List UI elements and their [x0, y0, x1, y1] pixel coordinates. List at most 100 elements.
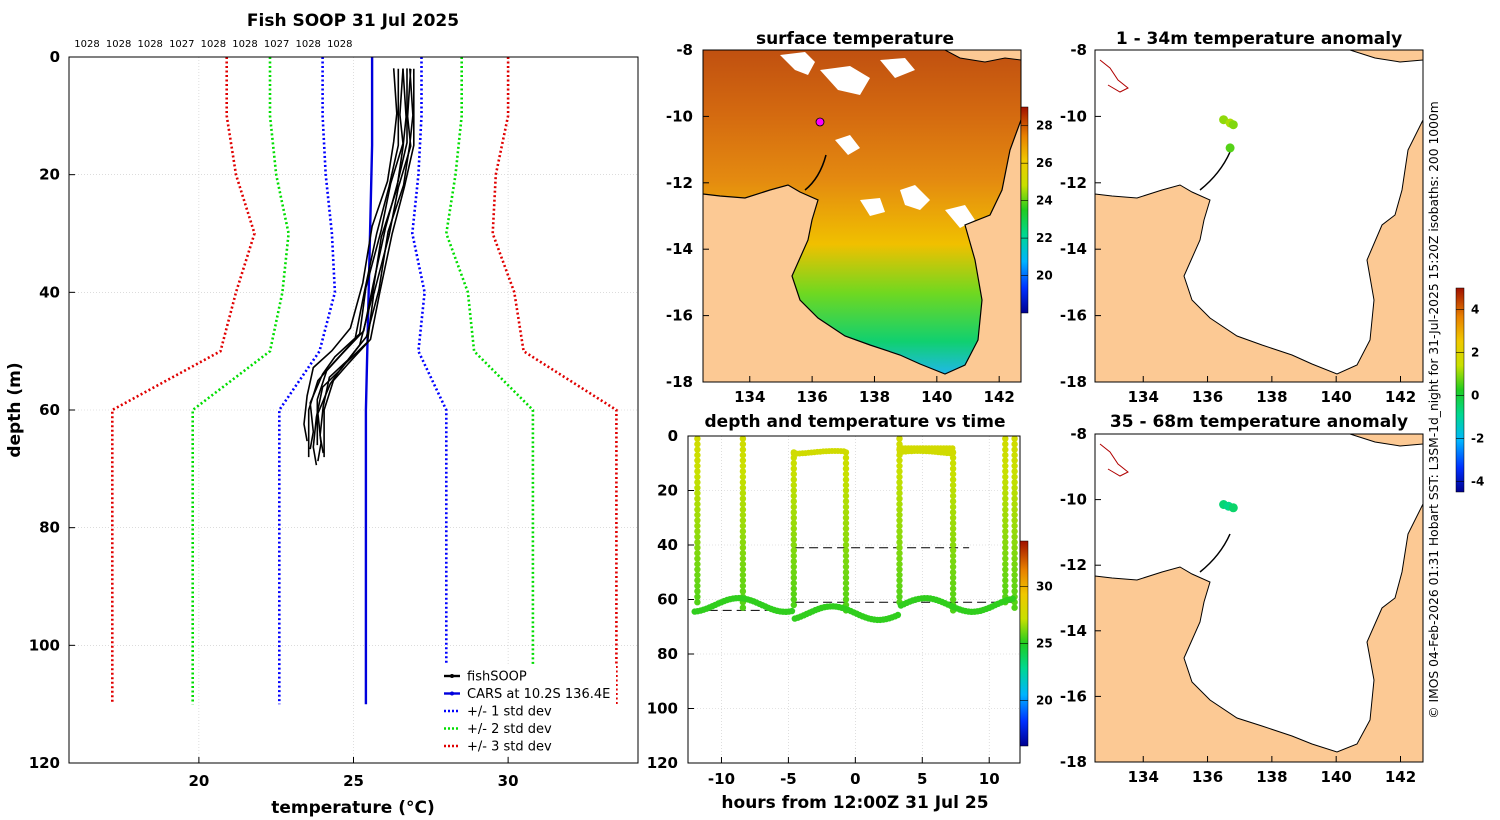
surface-y-tick-label: -10 [666, 107, 693, 125]
anomaly-shallow-y-tick-label: -14 [1060, 240, 1087, 258]
density-label: 1028 [232, 39, 257, 50]
std-envelope-right [410, 57, 448, 705]
profile-y-tick-label: 0 [50, 48, 60, 66]
anomaly-shallow-x-tick-label: 138 [1256, 388, 1287, 406]
depth-time-point [788, 607, 796, 615]
depth-time-x-ticks: -10 -5 0 5 10 [708, 757, 1000, 788]
depth-time-point [1002, 577, 1009, 584]
depth-time-point [949, 530, 957, 538]
anomaly-deep-x-tick-label: 140 [1321, 768, 1352, 786]
profile-ylabel: depth (m) [5, 362, 25, 457]
depth-time-point [790, 596, 797, 603]
depth-time-point [1011, 544, 1018, 551]
depth-time-point [842, 536, 850, 543]
depth-time-point [949, 558, 957, 565]
depth-time-point [739, 479, 747, 486]
surface-colorbar-tick-label: 28 [1036, 119, 1053, 133]
anomaly-deep-x-tick-label: 142 [1385, 768, 1416, 786]
depth-time-point [1011, 604, 1018, 611]
depth-time-point [1011, 539, 1018, 546]
depth-time-point [694, 441, 701, 448]
surface-temperature-panel: 28 26 24 22 20 134 136 138 140 142 -8 -10 -12 -14 -1… [666, 29, 1053, 406]
depth-time-point [896, 550, 903, 557]
depth-time-point [1002, 571, 1009, 579]
depth-time-point [1011, 582, 1018, 590]
depth-time-point [1011, 555, 1018, 562]
anomaly-colorbar-group: 4 2 0 -2 -4 [1455, 287, 1484, 493]
depth-time-point [739, 506, 747, 513]
depth-time-point [896, 462, 903, 470]
surface-ship-marker [815, 117, 825, 127]
depth-time-point [1011, 495, 1018, 502]
depth-time-point [790, 509, 797, 516]
depth-time-point [1011, 462, 1018, 470]
depth-time-point [842, 590, 850, 598]
depth-time-point [694, 451, 701, 459]
depth-time-point [739, 511, 747, 519]
depth-time-point [790, 541, 797, 549]
surface-ship-track [804, 154, 827, 191]
depth-time-point [1002, 511, 1009, 519]
depth-time-point [739, 435, 747, 442]
depth-time-point [694, 555, 701, 562]
depth-time-point [949, 552, 957, 560]
depth-time-point [1002, 550, 1009, 557]
depth-time-point [949, 547, 957, 554]
depth-time-point [1011, 435, 1018, 442]
depth-time-point [1002, 528, 1009, 535]
anomaly-deep-panel: 134 136 138 140 142 -8 -10 -12 -14 -16 -18 35 - 6… [1060, 412, 1424, 786]
depth-time-point [694, 435, 701, 442]
depth-time-point [694, 500, 701, 508]
profile-x-ticks: 20 25 30 [188, 757, 519, 790]
surface-y-ticks: -8 -10 -12 -14 -16 -18 [666, 41, 709, 391]
depth-time-point [739, 582, 747, 590]
density-label: 1028 [106, 39, 131, 50]
depth-time-point [739, 533, 747, 540]
depth-time-point [842, 509, 850, 516]
cars-mean-line [364, 57, 374, 705]
depth-time-point [842, 596, 850, 603]
fishsoop-cast-line [309, 68, 404, 450]
depth-time-point [842, 460, 850, 467]
anomaly-shallow-x-tick-label: 140 [1321, 388, 1352, 406]
depth-time-point [1011, 528, 1018, 535]
profile-y-tick-label: 40 [39, 283, 60, 301]
anomaly-shallow-x-tick-label: 142 [1385, 388, 1416, 406]
depth-time-point [1002, 457, 1009, 464]
depth-time-point [739, 560, 747, 568]
anomaly-deep-x-tick-label: 138 [1256, 768, 1287, 786]
depth-time-point [1002, 468, 1009, 475]
density-label: 1027 [169, 39, 194, 50]
depth-time-y-tick-label: 40 [657, 536, 678, 554]
std-dev-envelopes [111, 57, 618, 705]
depth-time-point [949, 487, 957, 494]
anomaly-shallow-track [1199, 151, 1231, 191]
depth-time-point [694, 517, 701, 524]
depth-time-colorbar-tick-label: 25 [1036, 637, 1053, 651]
depth-time-point [1011, 566, 1018, 573]
surface-colorbar-tick-label: 22 [1036, 231, 1053, 245]
depth-time-point [694, 495, 701, 502]
depth-time-point [790, 520, 797, 527]
depth-time-colorbar-ticks: 30 25 20 [1020, 580, 1053, 707]
profile-y-tick-label: 120 [29, 754, 60, 772]
density-label: 1028 [201, 39, 226, 50]
depth-time-point [896, 555, 903, 562]
legend-label: +/- 2 std dev [467, 722, 552, 737]
depth-time-point [694, 490, 701, 497]
depth-time-points [691, 435, 1018, 624]
depth-time-point [1002, 582, 1009, 590]
surface-new-guinea-coast [944, 50, 1021, 63]
anomaly-deep-y-tick-label: -14 [1060, 622, 1087, 640]
legend-label: CARS at 10.2S 136.4E [467, 687, 610, 702]
surface-colorbar-tick-label: 20 [1036, 269, 1053, 283]
anomaly-deep-x-tick-label: 136 [1192, 768, 1223, 786]
anomaly-shallow-axes-box [1094, 49, 1424, 383]
legend-label: +/- 3 std dev [467, 740, 552, 755]
anomaly-deep-axes-box [1094, 433, 1424, 763]
anomaly-deep-north-coast [1263, 434, 1423, 447]
anomaly-shallow-land [1095, 119, 1423, 382]
std-envelope-left [111, 57, 256, 705]
depth-time-point [739, 577, 747, 584]
depth-time-point [790, 460, 797, 467]
